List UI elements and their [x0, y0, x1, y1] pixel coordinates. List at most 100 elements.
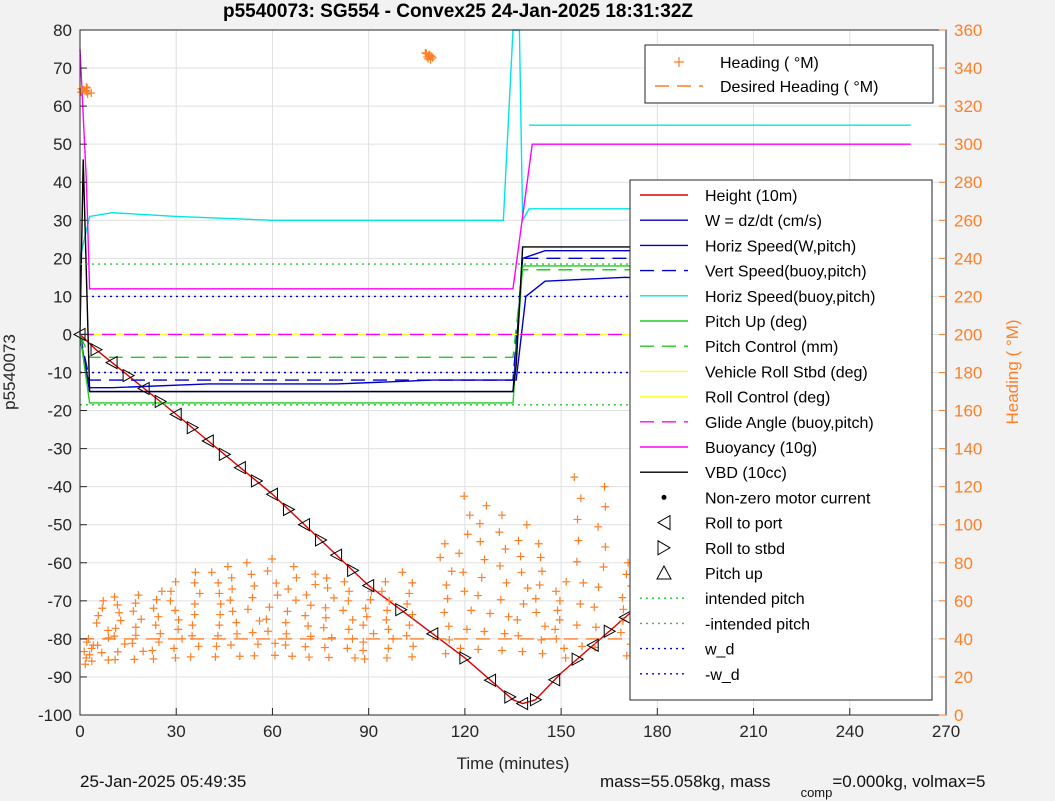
footer-timestamp: 25-Jan-2025 05:49:35 — [80, 772, 247, 791]
heading-point — [552, 634, 561, 643]
legend-main-entry: VBD (10cc) — [705, 465, 787, 482]
y-tick-label-right: 360 — [954, 21, 982, 40]
heading-point — [282, 629, 291, 638]
legend-top-entry: Heading ( °M) — [720, 55, 819, 72]
heading-point — [92, 619, 101, 628]
heading-point — [465, 511, 474, 520]
heading-point — [551, 625, 560, 634]
heading-point — [408, 610, 417, 619]
heading-point — [306, 601, 315, 610]
heading-point — [291, 596, 300, 605]
heading-point — [535, 580, 544, 589]
roll-to-port-marker — [483, 673, 497, 688]
heading-point — [327, 633, 336, 642]
heading-point — [149, 604, 158, 613]
heading-point — [382, 615, 391, 624]
heading-point — [514, 536, 523, 545]
heading-point — [496, 595, 505, 604]
heading-point — [594, 583, 603, 592]
heading-point — [382, 653, 391, 662]
heading-point — [409, 642, 418, 651]
heading-point — [288, 652, 297, 661]
heading-point — [87, 657, 96, 666]
y-tick-label-left: 80 — [53, 21, 72, 40]
y-tick-label-right: 100 — [954, 516, 982, 535]
heading-point — [428, 53, 437, 62]
heading-point — [104, 656, 113, 665]
heading-point — [215, 621, 224, 630]
heading-point — [120, 639, 129, 648]
heading-point — [270, 651, 279, 660]
heading-point — [223, 562, 232, 571]
heading-point — [247, 570, 256, 579]
y-tick-label-left: -30 — [47, 440, 72, 459]
heading-point — [504, 612, 513, 621]
heading-point — [366, 595, 375, 604]
heading-point — [81, 86, 90, 95]
legend-main-entry: Pitch Control (mm) — [705, 339, 838, 356]
heading-point — [534, 539, 543, 548]
x-tick-label: 210 — [739, 722, 767, 741]
heading-point — [456, 644, 465, 653]
roll-to-port-marker — [425, 626, 439, 641]
heading-point — [445, 635, 454, 644]
heading-point — [186, 652, 195, 661]
heading-point — [321, 613, 330, 622]
heading-point — [576, 494, 585, 503]
roll-to-port-marker — [329, 548, 343, 563]
heading-point — [194, 642, 203, 651]
heading-point — [190, 610, 199, 619]
legend-top: Heading ( °M) Desired Heading ( °M) — [644, 44, 934, 104]
heading-point — [248, 593, 257, 602]
heading-point — [281, 618, 290, 627]
heading-point — [440, 608, 449, 617]
heading-point — [618, 593, 627, 602]
roll-to-stbd-marker — [282, 502, 296, 517]
y-tick-label-right: 340 — [954, 59, 982, 78]
y-tick-label-right: 220 — [954, 287, 982, 306]
heading-point — [253, 640, 262, 649]
heading-point — [537, 567, 546, 576]
heading-point — [94, 611, 103, 620]
heading-point — [572, 557, 581, 566]
heading-point — [426, 55, 435, 64]
heading-point — [154, 612, 163, 621]
y-axis-label-left: p5540073 — [0, 334, 19, 410]
heading-point — [460, 587, 469, 596]
heading-point — [576, 600, 585, 609]
heading-point — [304, 621, 313, 630]
heading-point — [232, 629, 241, 638]
legend-main-entry: Vert Speed(buoy,pitch) — [705, 264, 867, 281]
heading-point — [272, 579, 281, 588]
heading-point — [129, 607, 138, 616]
heading-point — [82, 653, 91, 662]
heading-point — [622, 651, 631, 660]
heading-point — [480, 555, 489, 564]
heading-point — [405, 621, 414, 630]
y-tick-label-left: -20 — [47, 402, 72, 421]
heading-point — [149, 654, 158, 663]
y-tick-label-right: 120 — [954, 478, 982, 497]
y-tick-label-left: 10 — [53, 287, 72, 306]
heading-point — [211, 652, 220, 661]
heading-point — [350, 653, 359, 662]
heading-point — [522, 520, 531, 529]
heading-point — [77, 88, 86, 97]
heading-point — [601, 542, 610, 551]
y-tick-label-right: 80 — [954, 554, 973, 573]
heading-point — [383, 606, 392, 615]
heading-point — [171, 653, 180, 662]
heading-point — [384, 625, 393, 634]
heading-point — [284, 584, 293, 593]
roll-to-stbd-marker — [122, 368, 136, 383]
roll-to-stbd-marker — [90, 342, 104, 357]
series-vbd-10cc — [79, 159, 911, 393]
legend-main-entry: Pitch Up (deg) — [705, 314, 807, 331]
heading-point — [115, 608, 124, 617]
footer-mass-suffix: =0.000kg, volmax=5 — [832, 772, 986, 791]
heading-point — [572, 621, 581, 630]
series-buoyancy-10g — [79, 48, 911, 290]
heading-point — [460, 492, 469, 501]
heading-point — [553, 606, 562, 615]
legend-main-entry: Roll Control (deg) — [705, 390, 830, 407]
